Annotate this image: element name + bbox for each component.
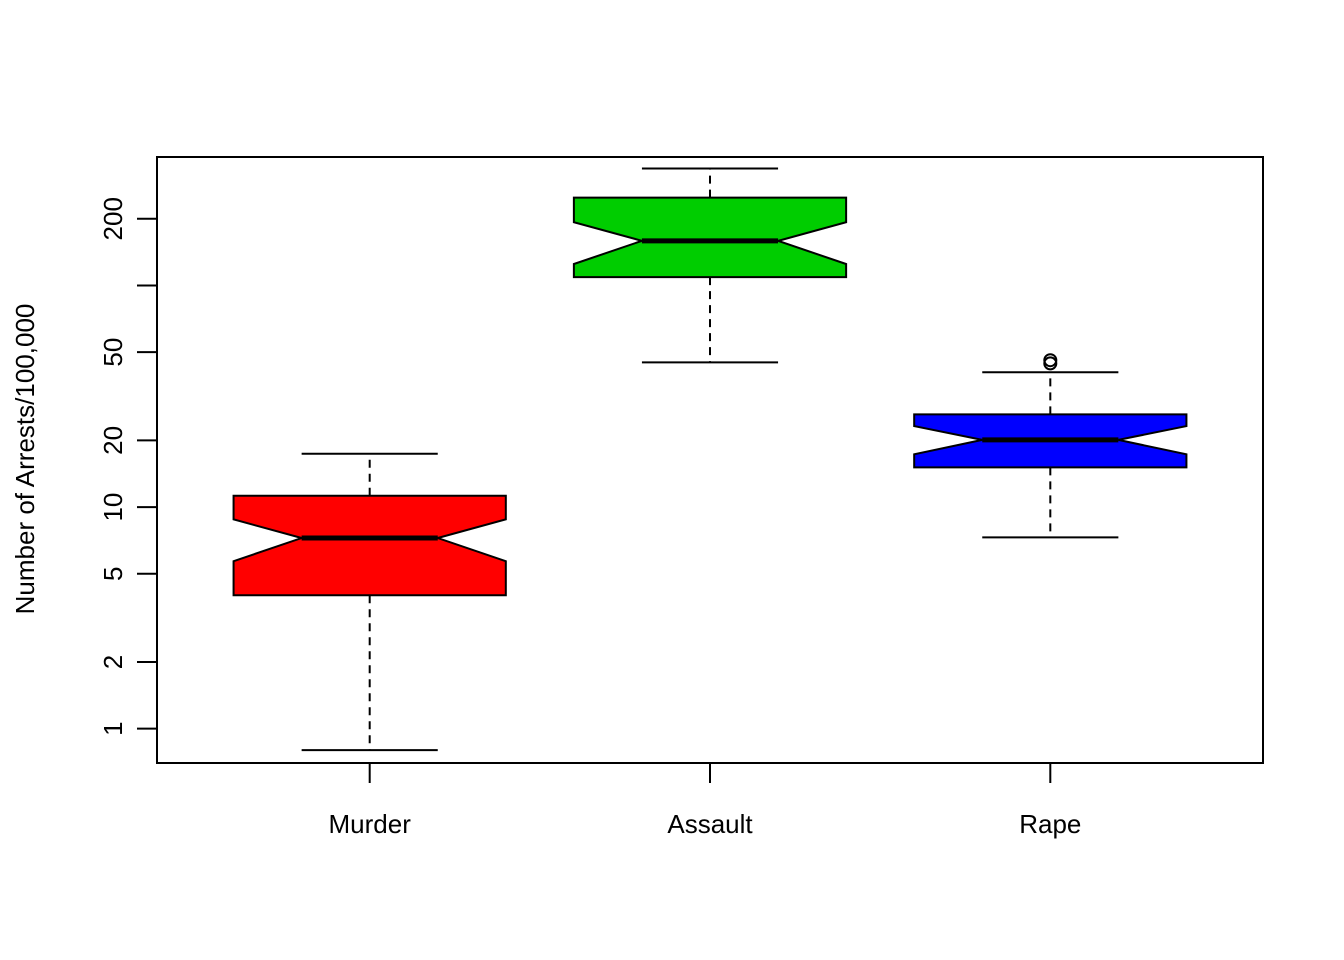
x-tick-label: Rape <box>1019 809 1081 839</box>
outlier-point-rape <box>1043 353 1058 368</box>
axes: Murder Assault Rape 1 2 5 10 20 50 200 <box>98 156 1264 839</box>
x-tick-label: Assault <box>667 809 753 839</box>
y-tick-label: 2 <box>98 655 128 669</box>
plot-area <box>232 167 1188 752</box>
y-tick-label: 1 <box>98 721 128 735</box>
y-tick-label: 10 <box>98 493 128 522</box>
y-tick-label: 50 <box>98 338 128 367</box>
y-tick-label: 5 <box>98 567 128 581</box>
y-axis-title: Number of Arrests/100,000 <box>10 304 40 615</box>
y-tick-label: 200 <box>98 197 128 240</box>
plot-frame <box>156 156 1264 764</box>
y-tick-label: 20 <box>98 426 128 455</box>
box-assault <box>572 196 848 279</box>
box-murder <box>232 494 507 597</box>
x-tick-label: Murder <box>329 809 412 839</box>
